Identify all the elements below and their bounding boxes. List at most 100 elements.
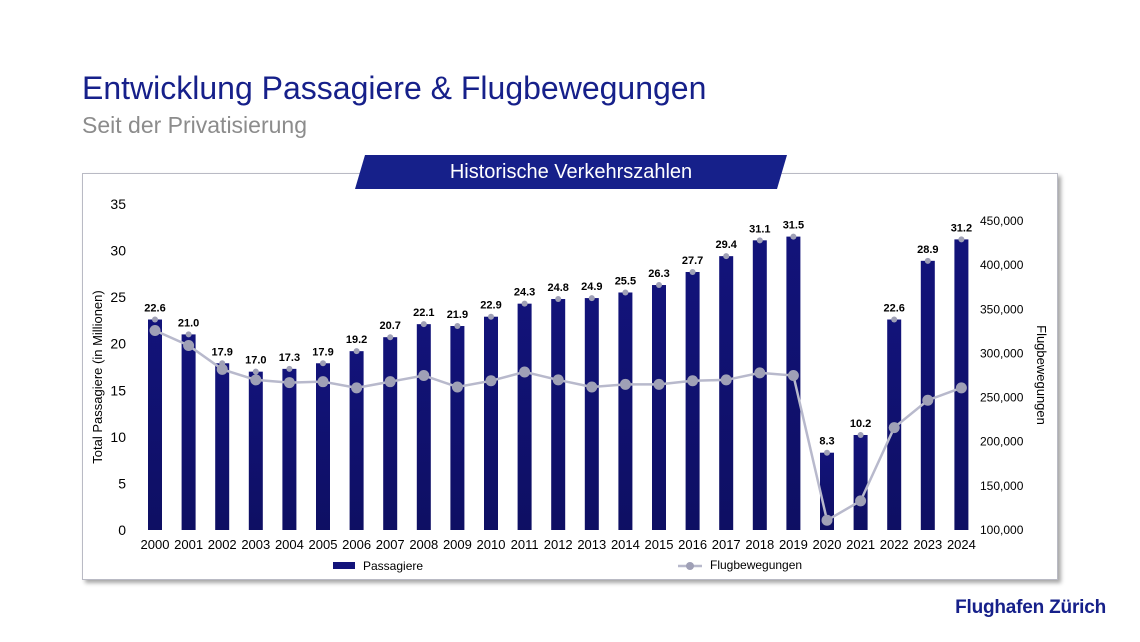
bar-top-marker (891, 316, 898, 323)
x-tick-label: 2021 (846, 537, 875, 552)
bar-value-label: 25.5 (615, 275, 636, 287)
bar-value-label: 10.2 (850, 418, 871, 430)
y2-axis-label: Flugbewegungen (1034, 325, 1049, 425)
bar-passagiere (181, 334, 196, 530)
line-point-flugbewegungen (653, 378, 665, 390)
line-point-flugbewegungen (955, 382, 967, 394)
bar-passagiere (215, 363, 230, 530)
x-tick-label: 2005 (309, 537, 338, 552)
x-tick-label: 2006 (342, 537, 371, 552)
y2-tick-label: 100,000 (980, 523, 1024, 537)
bar-passagiere (248, 371, 263, 530)
bar-top-marker (387, 334, 394, 341)
bar-passagiere (282, 368, 297, 530)
legend-label-passagiere: Passagiere (363, 559, 423, 573)
x-tick-label: 2017 (712, 537, 741, 552)
y2-tick-label: 200,000 (980, 435, 1024, 449)
bar-value-label: 31.5 (783, 220, 804, 232)
bar-passagiere (685, 271, 700, 530)
line-point-flugbewegungen (552, 374, 564, 386)
bar-top-marker (756, 237, 763, 244)
line-point-flugbewegungen (216, 363, 228, 375)
line-point-flugbewegungen (888, 422, 900, 434)
y-tick-label: 10 (110, 429, 126, 445)
x-tick-label: 2018 (745, 537, 774, 552)
y-tick-label: 35 (110, 196, 126, 212)
bar-value-label: 28.9 (917, 244, 938, 256)
flughafen-zurich-logo: Flughafen Zürich (955, 597, 1106, 618)
x-tick-label: 2024 (947, 537, 976, 552)
bar-passagiere (484, 316, 498, 530)
legend-marker-flugbewegungen (686, 562, 694, 570)
x-tick-label: 2008 (409, 537, 438, 552)
line-point-flugbewegungen (754, 367, 766, 379)
bar-passagiere (148, 319, 162, 530)
bar-top-marker (286, 365, 293, 372)
bar-passagiere (719, 256, 734, 530)
line-point-flugbewegungen (586, 381, 598, 393)
y2-tick-label: 350,000 (980, 302, 1024, 316)
line-point-flugbewegungen (485, 375, 497, 387)
x-tick-label: 2015 (645, 537, 674, 552)
bar-top-marker (420, 321, 427, 328)
x-tick-label: 2002 (208, 537, 237, 552)
y-tick-label: 30 (110, 243, 126, 259)
line-point-flugbewegungen (149, 324, 161, 336)
bar-top-marker (656, 282, 662, 289)
y-tick-label: 0 (118, 522, 126, 538)
line-point-flugbewegungen (183, 339, 195, 351)
page-subtitle: Seit der Privatisierung (82, 112, 307, 138)
bar-top-marker (723, 253, 730, 260)
x-tick-label: 2019 (779, 537, 808, 552)
bar-value-label: 17.9 (312, 346, 333, 358)
line-point-flugbewegungen (720, 374, 732, 386)
bar-passagiere (517, 303, 532, 530)
y2-tick-label: 150,000 (980, 479, 1024, 493)
bar-passagiere (416, 324, 431, 530)
line-point-flugbewegungen (418, 370, 430, 381)
bar-top-marker (252, 368, 259, 375)
y-tick-label: 20 (110, 336, 126, 352)
bar-top-marker (857, 431, 864, 438)
y2-tick-label: 250,000 (980, 391, 1024, 405)
bar-value-label: 21.0 (178, 317, 199, 329)
bar-value-label: 20.7 (379, 320, 400, 332)
x-tick-label: 2023 (913, 537, 942, 552)
bar-value-label: 22.9 (480, 300, 501, 312)
line-point-flugbewegungen (317, 376, 329, 388)
y-tick-label: 5 (118, 475, 126, 491)
bar-top-marker (521, 300, 528, 307)
x-tick-label: 2012 (544, 537, 573, 552)
line-point-flugbewegungen (687, 375, 699, 387)
bar-passagiere (349, 351, 364, 530)
y2-tick-label: 450,000 (980, 214, 1024, 228)
bar-top-marker (924, 257, 931, 264)
x-tick-label: 2001 (174, 537, 203, 552)
bar-value-label: 21.9 (447, 309, 468, 321)
x-tick-label: 2004 (275, 537, 304, 552)
bar-passagiere (752, 240, 767, 530)
line-point-flugbewegungen (519, 366, 531, 378)
line-point-flugbewegungen (250, 374, 262, 386)
bar-top-marker (790, 233, 797, 240)
line-point-flugbewegungen (619, 378, 631, 390)
bar-passagiere (853, 434, 868, 530)
bar-top-marker (824, 449, 830, 456)
line-point-flugbewegungen (351, 382, 363, 394)
bar-passagiere (551, 299, 566, 530)
bar-passagiere (652, 285, 666, 530)
bar-top-marker (588, 295, 595, 302)
bar-passagiere (786, 236, 801, 530)
line-point-flugbewegungen (384, 376, 396, 388)
banner-background (355, 155, 787, 189)
bar-value-label: 22.6 (144, 302, 165, 314)
line-point-flugbewegungen (787, 370, 799, 381)
bar-top-marker (152, 316, 158, 323)
y-tick-label: 25 (110, 289, 126, 305)
bar-value-label: 22.1 (413, 307, 434, 319)
bar-value-label: 24.8 (547, 282, 568, 294)
bar-value-label: 17.9 (211, 346, 232, 358)
bar-top-marker (555, 296, 562, 303)
x-tick-label: 2011 (511, 537, 539, 552)
